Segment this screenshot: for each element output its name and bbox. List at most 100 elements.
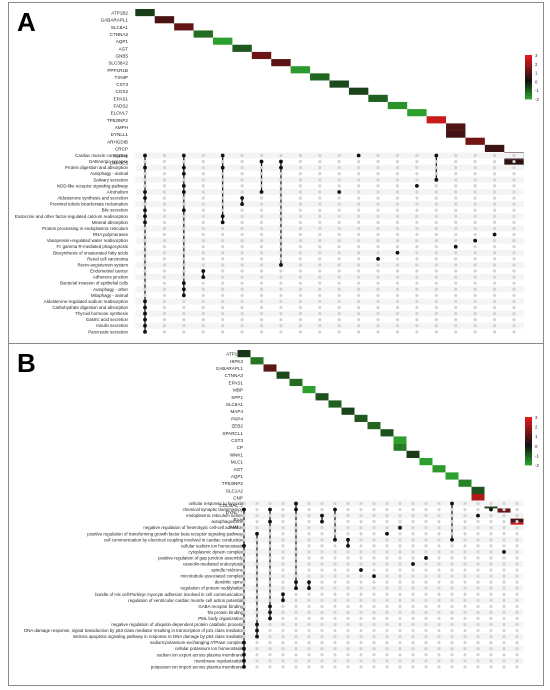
matrix-dot-empty xyxy=(201,166,205,170)
matrix-dot-empty xyxy=(279,318,283,322)
matrix-dot-empty xyxy=(424,647,428,651)
matrix-dot-empty xyxy=(259,245,264,249)
matrix-dot-empty xyxy=(221,190,225,194)
legend-tick: 1 xyxy=(535,434,538,439)
matrix-dot-filled xyxy=(337,190,342,194)
matrix-dot-empty xyxy=(359,507,363,512)
matrix-dot-empty xyxy=(143,281,147,285)
matrix-dot-empty xyxy=(398,610,402,614)
matrix-dot-empty xyxy=(357,318,361,322)
matrix-dot-empty xyxy=(372,586,376,590)
matrix-dot-empty xyxy=(372,520,376,524)
matrix-dot-empty xyxy=(281,520,285,524)
gene-label: ATP1B2 xyxy=(226,352,243,357)
matrix-dot-empty xyxy=(281,580,285,584)
matrix-dot-empty xyxy=(320,616,324,621)
heat-cell xyxy=(465,137,485,145)
matrix-dot-empty xyxy=(162,318,167,322)
matrix-dot-empty xyxy=(502,586,506,590)
matrix-dot-empty xyxy=(473,202,477,206)
matrix-dot-empty xyxy=(298,269,302,273)
matrix-dot-filled xyxy=(181,281,186,286)
matrix-dot-empty xyxy=(395,172,400,176)
matrix-dot-empty xyxy=(437,520,441,524)
matrix-dot-empty xyxy=(376,166,380,170)
matrix-dot-empty xyxy=(242,580,246,584)
matrix-dot-empty xyxy=(201,202,205,206)
matrix-dot-empty xyxy=(294,653,298,657)
matrix-dot-empty xyxy=(489,586,493,590)
matrix-dot-empty xyxy=(424,641,428,645)
matrix-dot-empty xyxy=(320,604,324,608)
matrix-dot-empty xyxy=(512,232,516,237)
matrix-dot-empty xyxy=(346,580,350,584)
matrix-dot-empty xyxy=(357,178,361,182)
legend-gradient-segment xyxy=(525,423,532,426)
matrix-dot-empty xyxy=(346,659,350,663)
matrix-dot-empty xyxy=(240,251,244,255)
matrix-dot-empty xyxy=(385,659,389,663)
matrix-dot-empty xyxy=(515,628,519,633)
matrix-dot-empty xyxy=(346,501,350,506)
matrix-dot-empty xyxy=(259,208,264,212)
matrix-dot-empty xyxy=(395,293,400,297)
matrix-dot-empty xyxy=(376,239,380,243)
matrix-dot-empty xyxy=(502,514,506,518)
term-label: Autophagy - other xyxy=(93,287,128,292)
matrix-dot-empty xyxy=(162,275,167,279)
matrix-dot-empty xyxy=(411,610,415,614)
matrix-dot-empty xyxy=(411,514,415,518)
matrix-dot-empty xyxy=(492,178,497,182)
matrix-dot-empty xyxy=(454,178,458,182)
matrix-dot-empty xyxy=(281,507,285,512)
legend-gradient-segment xyxy=(525,85,532,88)
heat-cell xyxy=(135,9,155,17)
matrix-dot-empty xyxy=(298,232,302,237)
gene-label: FADS2 xyxy=(113,104,128,109)
matrix-dot-empty xyxy=(281,574,285,578)
matrix-dot-empty xyxy=(268,659,272,663)
legend-gradient-segment xyxy=(525,68,532,71)
matrix-dot-empty xyxy=(255,574,259,578)
gene-label: CST3 xyxy=(116,82,128,87)
matrix-dot-empty xyxy=(307,532,311,536)
gene-label: PPP1R1B xyxy=(107,68,128,73)
matrix-dot-empty xyxy=(395,257,400,261)
gene-label: EPAS1 xyxy=(114,96,129,101)
matrix-dot-empty xyxy=(240,232,244,237)
matrix-dot-empty xyxy=(333,514,337,518)
matrix-dot-empty xyxy=(398,647,402,651)
matrix-dot-empty xyxy=(294,628,298,633)
matrix-dot-empty xyxy=(346,562,350,566)
matrix-dot-empty xyxy=(320,653,324,657)
heat-cell xyxy=(348,87,369,95)
matrix-dot-empty xyxy=(424,586,428,590)
matrix-dot-empty xyxy=(450,580,454,584)
matrix-dot-empty xyxy=(450,562,454,566)
matrix-dot-empty xyxy=(492,220,497,224)
matrix-dot-empty xyxy=(201,251,205,255)
matrix-dot-empty xyxy=(357,287,361,291)
matrix-dot-empty xyxy=(242,514,246,518)
matrix-dot-empty xyxy=(337,305,341,310)
matrix-dot-empty xyxy=(492,269,497,273)
matrix-dot-filled xyxy=(395,250,400,255)
matrix-dot-empty xyxy=(281,647,285,651)
matrix-dot-empty xyxy=(473,293,477,297)
matrix-dot-empty xyxy=(279,208,283,212)
matrix-dot-empty xyxy=(359,520,363,524)
matrix-dot-empty xyxy=(182,202,186,206)
matrix-dot-empty xyxy=(357,172,361,176)
matrix-dot-empty xyxy=(281,610,285,614)
matrix-dot-empty xyxy=(162,299,167,304)
matrix-dot-empty xyxy=(221,269,225,273)
legend-gradient-segment xyxy=(525,463,532,466)
matrix-dot-empty xyxy=(162,245,167,249)
matrix-dot-empty xyxy=(357,184,361,188)
heat-cell xyxy=(329,80,349,88)
matrix-dot-empty xyxy=(454,190,458,194)
matrix-dot-empty xyxy=(476,604,480,608)
matrix-dot-empty xyxy=(279,293,283,297)
matrix-dot-empty xyxy=(279,202,283,206)
matrix-dot-empty xyxy=(398,598,402,602)
